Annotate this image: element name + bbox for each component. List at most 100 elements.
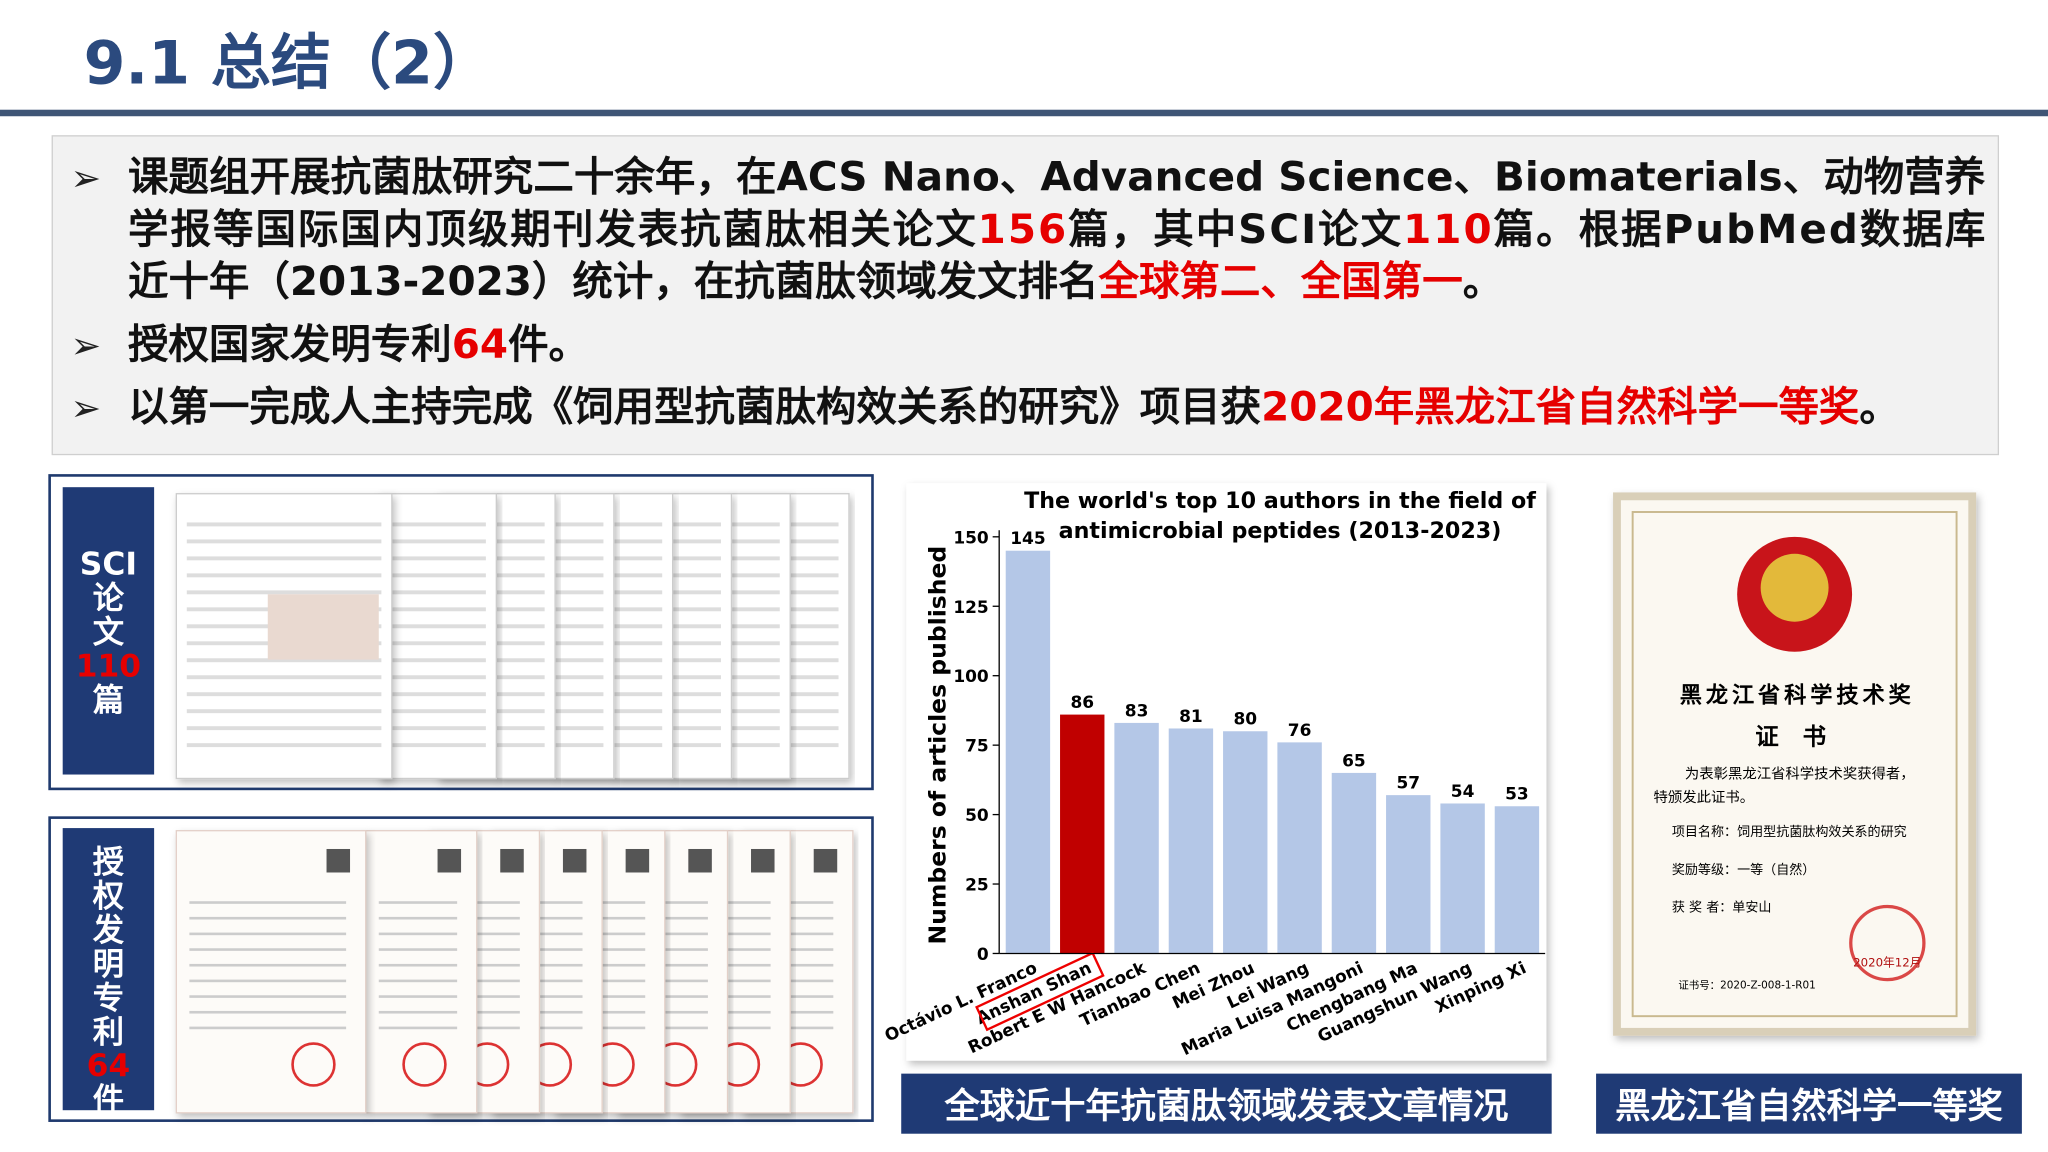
text-line (754, 932, 834, 936)
text-run: 近十年（2013-2023）统计，在抗菌肽领域发文排名 (128, 257, 1099, 305)
bar (1168, 728, 1214, 954)
text-line (186, 556, 382, 561)
text-line (186, 675, 382, 680)
label-char: 授 (93, 844, 125, 880)
text-line (504, 916, 583, 920)
text-run: 156 (978, 205, 1067, 253)
label-char: 论 (93, 581, 125, 617)
text-line (186, 692, 382, 697)
text-line (754, 948, 834, 951)
text-line (389, 692, 486, 697)
text-line (504, 995, 583, 998)
title-rule (0, 109, 2048, 117)
patent-seal (402, 1042, 447, 1087)
text-line (504, 948, 583, 951)
bar (1060, 714, 1105, 954)
label-char: 篇 (93, 682, 124, 719)
text-line (692, 995, 771, 998)
value-label: 145 (1010, 529, 1045, 549)
text-line (389, 709, 486, 714)
y-tick-label: 50 (965, 806, 989, 826)
text-line (189, 916, 347, 920)
value-label: 81 (1179, 707, 1203, 727)
text-line (389, 590, 486, 595)
text-run: 以第一完成人主持完成《饲用型抗菌肽构效关系的研究》项目获 (128, 383, 1261, 431)
cert-field: 项目名称：饲用型抗菌肽构效关系的研究 (1672, 824, 1907, 840)
value-label: 83 (1125, 701, 1149, 721)
text-line (378, 948, 458, 951)
text-line (389, 743, 486, 748)
text-line (389, 658, 486, 663)
certificate (1613, 492, 1977, 1036)
text-line (629, 932, 708, 936)
text-line (441, 979, 520, 983)
highlight-box (975, 951, 1105, 1032)
text-run: 授权国家发明专利 (128, 320, 452, 368)
bullet-box (51, 135, 2000, 456)
bar (1440, 803, 1485, 954)
bar (1114, 722, 1159, 954)
text-line (629, 1010, 708, 1014)
bullet-line: 近十年（2013-2023）统计，在抗菌肽领域发文排名全球第二、全国第一。 (128, 257, 1503, 305)
text-line (186, 726, 382, 731)
text-line (504, 901, 583, 904)
text-line (389, 573, 486, 578)
text-line (189, 901, 347, 904)
text-line (378, 963, 458, 967)
qr-code (500, 848, 524, 873)
value-label: 65 (1342, 751, 1366, 771)
chart-title: antimicrobial peptides (2013-2023) (1059, 518, 1502, 544)
bar (1005, 550, 1051, 954)
text-run: 篇。根据PubMed数据库 (1494, 205, 1986, 253)
text-line (692, 1026, 771, 1030)
patent-seal (291, 1042, 336, 1087)
y-tick-label: 150 (953, 528, 988, 548)
qr-code (562, 848, 587, 873)
patent-thumbnails (175, 830, 854, 1114)
y-tick-label: 75 (965, 737, 989, 757)
panel-label: 授权发明专利 (92, 844, 125, 1050)
text-line (186, 522, 382, 527)
text-line (389, 539, 486, 544)
figure (267, 594, 379, 660)
text-line (504, 1010, 583, 1014)
text-line (441, 1010, 520, 1014)
panel-label: SCI (80, 547, 137, 583)
cert-field: 奖励等级：一等（自然） (1672, 862, 1816, 878)
qr-code (625, 848, 650, 873)
text-line (389, 624, 486, 629)
cert-title: 黑龙江省科学技术奖 (1680, 682, 1915, 709)
bullet-marker: ➢ (71, 387, 102, 430)
text-line (189, 979, 347, 983)
paper-page (378, 493, 497, 780)
text-line (566, 1026, 646, 1030)
text-line (692, 916, 771, 920)
label-char: 权 (92, 878, 125, 914)
text-line (378, 1010, 458, 1014)
text-line (629, 916, 708, 920)
patent-page (365, 830, 478, 1114)
text-line (189, 932, 347, 936)
cert-field: 获 奖 者：单安山 (1672, 901, 1772, 916)
text-line (566, 932, 646, 936)
text-line (389, 675, 486, 680)
text-line (389, 607, 486, 612)
text-line (378, 979, 458, 983)
text-line (629, 901, 708, 904)
text-line (189, 1010, 347, 1014)
certificate-border (1631, 511, 1958, 1018)
bar (1223, 731, 1268, 954)
panel-label: 64 (87, 1048, 131, 1084)
value-label: 86 (1070, 693, 1094, 713)
text-line (754, 1010, 834, 1014)
text-line (566, 916, 646, 920)
qr-code (326, 848, 351, 873)
cert-body: 为表彰黑龙江省科学技术奖获得者， (1685, 764, 1915, 782)
text-line (378, 901, 458, 904)
bar (1386, 795, 1431, 954)
text-line (186, 590, 382, 595)
text-line (754, 995, 834, 998)
text-line (389, 522, 486, 527)
text-line (629, 963, 708, 967)
text-run: 。 (1859, 383, 1899, 431)
